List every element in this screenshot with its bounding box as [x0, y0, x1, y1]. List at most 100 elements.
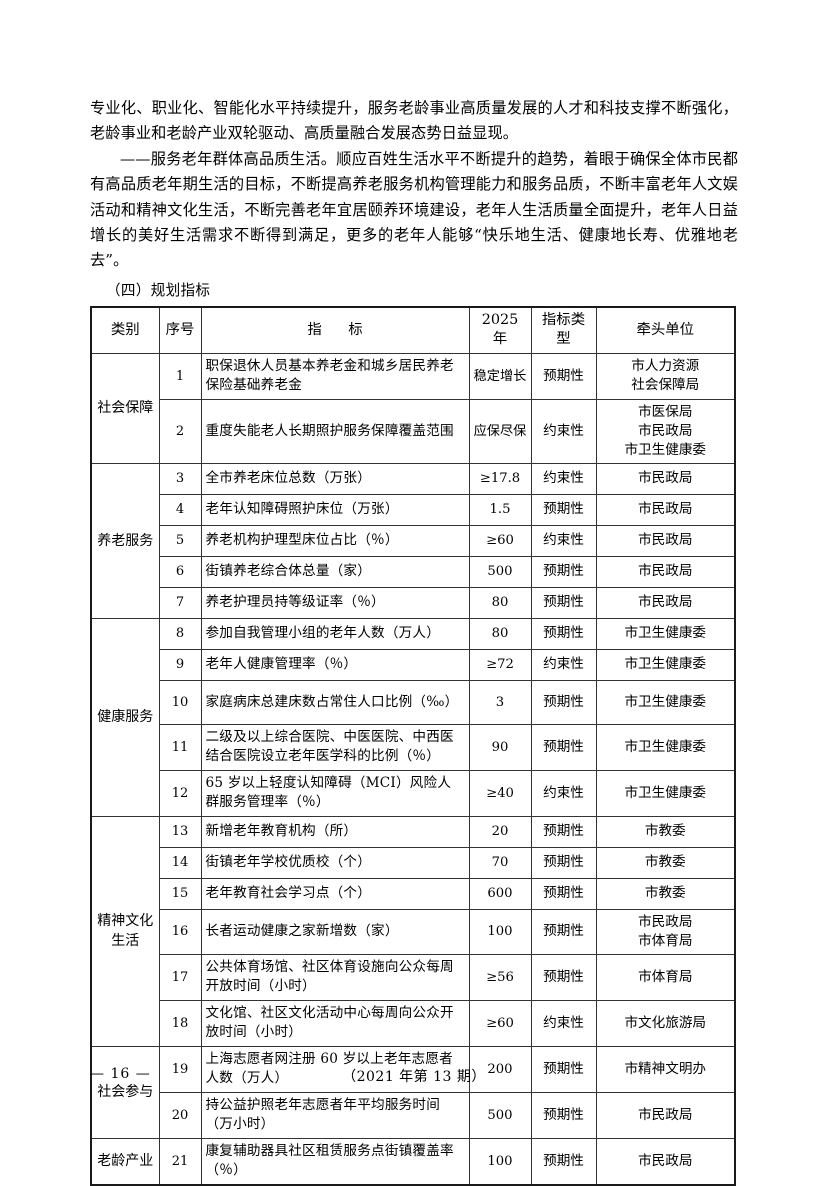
indicator-type-cell: 约束性 [530, 524, 597, 557]
table-row: 10 家庭病床总建床数占常住人口比例（‰） 3 预期性 市卫生健康委 [91, 679, 736, 725]
indicator-type-cell: 预期性 [530, 617, 597, 650]
indicator-cell: 文化馆、社区文化活动中心每周向公众开放时间（小时） [200, 999, 470, 1047]
body-paragraph: 专业化、职业化、智能化水平持续提升，服务老龄事业高质量发展的人才和科技支撑不断强… [90, 99, 738, 143]
row-number-cell: 13 [158, 815, 202, 848]
table-row: 14 街镇老年学校优质校（个） 70 预期性 市教委 [91, 846, 736, 879]
category-cell: 精神文化 生活 [90, 815, 160, 1047]
page-content: 专业化、职业化、智能化水平持续提升，服务老龄事业高质量发展的人才和科技支撑不断强… [90, 96, 738, 1186]
lead-unit-cell: 市民政局 [595, 555, 736, 588]
category-cell: 养老服务 [90, 462, 160, 619]
category-cell: 健康服务 [90, 617, 160, 817]
indicator-type-cell: 约束性 [530, 648, 597, 681]
table-row: 9 老年人健康管理率（％） ≥72 约束性 市卫生健康委 [91, 648, 736, 681]
table-header: 类别 序号 指 标 2025 年 指标类型 牵头单位 [90, 306, 736, 354]
target-value-cell: 100 [468, 908, 532, 955]
row-number-cell: 12 [158, 769, 202, 817]
table-row: 4 老年认知障碍照护床位（万张） 1.5 预期性 市民政局 [91, 493, 736, 526]
target-value-cell: 200 [468, 1045, 532, 1093]
target-value-cell: 70 [468, 846, 532, 879]
lead-unit-cell: 市医保局 市民政局 市卫生健康委 [595, 398, 736, 464]
target-value-cell: 20 [468, 815, 532, 848]
lead-unit-cell: 市文化旅游局 [595, 999, 736, 1047]
indicator-type-cell: 预期性 [530, 679, 597, 725]
indicator-cell: 老年认知障碍照护床位（万张） [200, 493, 470, 526]
column-header-category: 类别 [90, 306, 160, 354]
column-header-year: 2025 年 [468, 306, 532, 354]
section-heading: （四）规划指标 [106, 281, 211, 299]
table-row: 15 老年教育社会学习点（个） 600 预期性 市教委 [91, 877, 736, 910]
target-value-cell: 应保尽保 [468, 398, 532, 464]
target-value-cell: 80 [468, 586, 532, 619]
indicator-type-cell: 约束性 [530, 999, 597, 1047]
lead-unit-cell: 市卫生健康委 [595, 648, 736, 681]
body-paragraph: ——服务老年群体高品质生活。顺应百姓生活水平不断提升的趋势，着眼于确保全体市民都… [90, 149, 738, 270]
column-header-indicator: 指 标 [200, 306, 470, 354]
target-value-cell: ≥72 [468, 648, 532, 681]
indicator-type-cell: 预期性 [530, 1091, 597, 1139]
row-number-cell: 16 [158, 908, 202, 955]
target-value-cell: ≥60 [468, 524, 532, 557]
row-number-cell: 21 [158, 1137, 202, 1186]
indicator-cell: 职保退休人员基本养老金和城乡居民养老保险基础养老金 [200, 352, 470, 400]
indicator-type-cell: 预期性 [530, 877, 597, 910]
indicator-type-cell: 预期性 [530, 555, 597, 588]
lead-unit-cell: 市教委 [595, 846, 736, 879]
lead-unit-cell: 市卫生健康委 [595, 769, 736, 817]
indicator-type-cell: 预期性 [530, 1137, 597, 1186]
lead-unit-cell: 市卫生健康委 [595, 723, 736, 771]
indicator-type-cell: 约束性 [530, 769, 597, 817]
target-value-cell: 600 [468, 877, 532, 910]
row-number-cell: 4 [158, 493, 202, 526]
indicator-cell: 街镇养老综合体总量（家） [200, 555, 470, 588]
target-value-cell: 100 [468, 1137, 532, 1186]
indicator-cell: 老年教育社会学习点（个） [200, 877, 470, 910]
indicator-type-cell: 预期性 [530, 815, 597, 848]
row-number-cell: 3 [158, 462, 202, 495]
footer-page-number: — 16 — [90, 1066, 151, 1082]
planning-indicators-table: 类别 序号 指 标 2025 年 指标类型 牵头单位 社会保障 1 职保退休人员基本… [90, 305, 736, 1186]
indicator-type-cell: 约束性 [530, 398, 597, 464]
table-row: 社会保障 1 职保退休人员基本养老金和城乡居民养老保险基础养老金 稳定增长 预期性 市人力… [90, 352, 736, 464]
lead-unit-cell: 市卫生健康委 [595, 679, 736, 725]
page-footer: — 16 — （2021 年第 13 期） [90, 1066, 738, 1090]
indicator-type-cell: 预期性 [530, 586, 597, 619]
indicator-cell: 康复辅助器具社区租赁服务点街镇覆盖率（％） [200, 1137, 470, 1186]
target-value-cell: 90 [468, 723, 532, 771]
category-cell: 社会参与 [90, 1045, 160, 1139]
target-value-cell: 1.5 [468, 493, 532, 526]
indicator-cell: 持公益护照老年志愿者年平均服务时间（万小时） [200, 1091, 470, 1139]
indicator-cell: 全市养老床位总数（万张） [200, 462, 470, 495]
indicators-table-wrapper: 类别 序号 指 标 2025 年 指标类型 牵头单位 社会保障 1 职保退休人员基本… [90, 305, 738, 1186]
lead-unit-cell: 市民政局 [595, 1091, 736, 1139]
row-number-cell: 7 [158, 586, 202, 619]
target-value-cell: 80 [468, 617, 532, 650]
row-number-cell: 17 [158, 953, 202, 1001]
indicator-type-cell: 预期性 [530, 352, 597, 400]
table-row: 老龄产业 21 康复辅助器具社区租赁服务点街镇覆盖率（％） 100 预期性 市民政局 [90, 1137, 736, 1186]
row-number-cell: 14 [158, 846, 202, 879]
row-number-cell: 9 [158, 648, 202, 681]
table-row: 12 65 岁以上轻度认知障碍（MCI）风险人群服务管理率（％） ≥40 约束性 市卫生… [91, 769, 736, 817]
row-number-cell: 1 [158, 352, 202, 400]
table-row: 11 二级及以上综合医院、中医医院、中西医结合医院设立老年医学科的比例（％） 90 预… [91, 723, 736, 771]
table-row: 17 公共体育场馆、社区体育设施向公众每周开放时间（小时） ≥56 预期性 市体育局 [91, 953, 736, 1001]
target-value-cell: ≥40 [468, 769, 532, 817]
indicator-type-cell: 预期性 [530, 908, 597, 955]
column-header-unit: 牵头单位 [595, 306, 736, 354]
indicator-type-cell: 预期性 [530, 953, 597, 1001]
table-row: 20 持公益护照老年志愿者年平均服务时间（万小时） 500 预期性 市民政局 [91, 1091, 736, 1139]
target-value-cell: 3 [468, 679, 532, 725]
row-number-cell: 5 [158, 524, 202, 557]
lead-unit-cell: 市教委 [595, 877, 736, 910]
lead-unit-cell: 市卫生健康委 [595, 617, 736, 650]
table-row: 6 街镇养老综合体总量（家） 500 预期性 市民政局 [91, 555, 736, 588]
indicator-cell: 街镇老年学校优质校（个） [200, 846, 470, 879]
row-number-cell: 15 [158, 877, 202, 910]
lead-unit-cell: 市人力资源 社会保障局 [595, 352, 736, 400]
target-value-cell: 稳定增长 [468, 352, 532, 400]
indicator-cell: 养老护理员持等级证率（％） [200, 586, 470, 619]
row-number-cell: 10 [158, 679, 202, 725]
indicator-type-cell: 预期性 [530, 723, 597, 771]
target-value-cell: ≥60 [468, 999, 532, 1047]
target-value-cell: 500 [468, 1091, 532, 1139]
